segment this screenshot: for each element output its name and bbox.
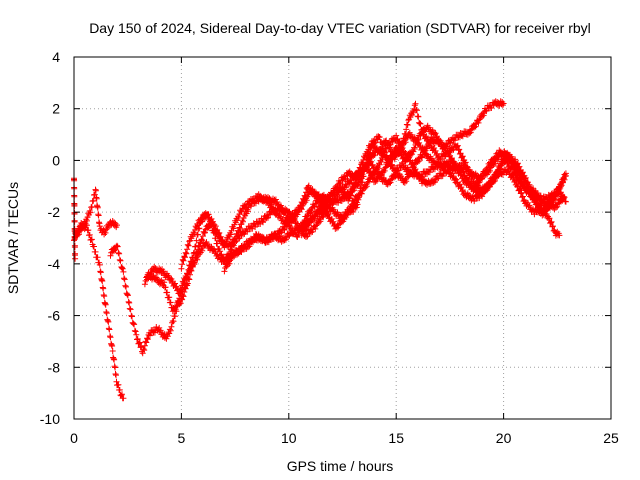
y-tick-label: -10: [40, 411, 60, 427]
x-tick-label: 0: [70, 430, 78, 446]
series-track-10: [144, 201, 361, 315]
y-tick-label: -6: [48, 308, 61, 324]
data-points: [71, 98, 569, 402]
x-tick-label: 10: [281, 430, 297, 446]
y-axis-label: SDTVAR / TECUs: [5, 182, 21, 294]
tick-labels: 0 5 10 15 20 25 -10 -8 -6 -4 -2 0 2 4: [40, 49, 619, 446]
x-tick-label: 15: [388, 430, 404, 446]
y-tick-label: 0: [52, 152, 60, 168]
y-tick-label: 2: [52, 101, 60, 117]
chart-title: Day 150 of 2024, Sidereal Day-to-day VTE…: [89, 20, 591, 36]
x-tick-label: 25: [603, 430, 619, 446]
axis-ticks: [73, 56, 612, 420]
x-tick-label: 5: [178, 430, 186, 446]
y-tick-label: -8: [48, 359, 61, 375]
series-points: [71, 175, 79, 262]
x-tick-label: 20: [496, 430, 512, 446]
series-track-9: [298, 158, 569, 239]
y-tick-label: -2: [48, 204, 61, 220]
plot-frame: [73, 56, 612, 420]
series-points: [144, 201, 361, 315]
series-points: [298, 158, 569, 239]
y-tick-label: -4: [48, 256, 61, 272]
series-track-1: [71, 175, 79, 262]
y-tick-label: 4: [52, 49, 60, 65]
grid-lines: [74, 57, 611, 419]
x-axis-label: GPS time / hours: [287, 458, 394, 474]
